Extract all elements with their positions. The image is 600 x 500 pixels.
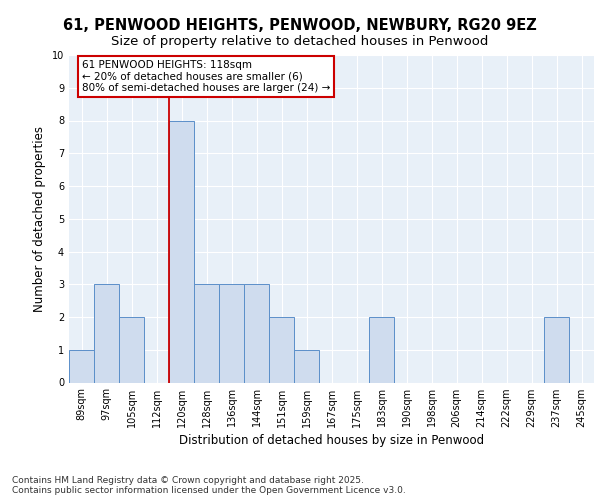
- Text: Size of property relative to detached houses in Penwood: Size of property relative to detached ho…: [112, 35, 488, 48]
- Bar: [244, 284, 269, 382]
- Bar: [69, 350, 94, 382]
- Bar: [219, 284, 244, 382]
- Y-axis label: Number of detached properties: Number of detached properties: [34, 126, 46, 312]
- Bar: [369, 317, 394, 382]
- Bar: [169, 120, 194, 382]
- Text: Contains HM Land Registry data © Crown copyright and database right 2025.
Contai: Contains HM Land Registry data © Crown c…: [12, 476, 406, 495]
- X-axis label: Distribution of detached houses by size in Penwood: Distribution of detached houses by size …: [179, 434, 484, 447]
- Text: 61, PENWOOD HEIGHTS, PENWOOD, NEWBURY, RG20 9EZ: 61, PENWOOD HEIGHTS, PENWOOD, NEWBURY, R…: [63, 18, 537, 32]
- Bar: [269, 317, 294, 382]
- Bar: [94, 284, 119, 382]
- Bar: [294, 350, 319, 382]
- Bar: [119, 317, 144, 382]
- Bar: [194, 284, 219, 382]
- Text: 61 PENWOOD HEIGHTS: 118sqm
← 20% of detached houses are smaller (6)
80% of semi-: 61 PENWOOD HEIGHTS: 118sqm ← 20% of deta…: [82, 60, 330, 93]
- Bar: [544, 317, 569, 382]
